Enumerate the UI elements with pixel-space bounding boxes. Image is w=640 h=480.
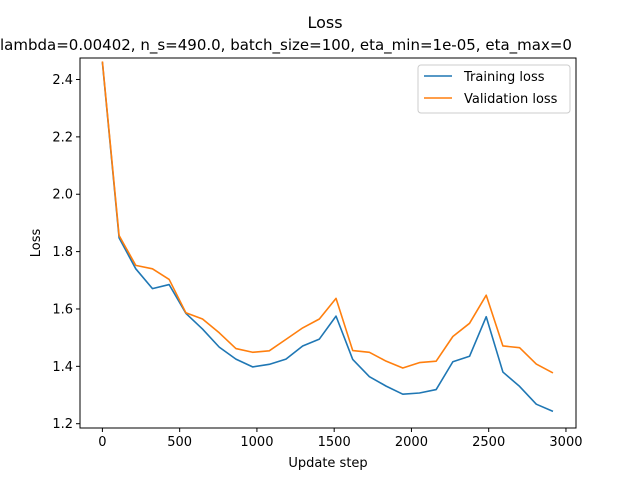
y-tick-label: 2.0	[52, 188, 73, 203]
validation-loss-line	[101, 61, 554, 374]
legend-label-training: Training loss	[463, 70, 545, 85]
x-tick-label: 1000	[240, 435, 273, 450]
y-tick-label: 1.2	[52, 417, 73, 432]
x-axis-ticks: 0 500 1000 1500 2000 2500 3000	[98, 428, 583, 450]
y-tick-label: 1.8	[52, 245, 73, 260]
x-tick-label: 2500	[472, 435, 505, 450]
plot-frame	[79, 57, 577, 429]
legend-label-validation: Validation loss	[464, 92, 558, 107]
chart-title: Loss	[307, 13, 342, 32]
x-axis-label: Update step	[288, 456, 367, 471]
x-tick-label: 500	[167, 435, 192, 450]
legend: Training loss Validation loss	[417, 64, 571, 114]
x-tick-label: 3000	[549, 435, 582, 450]
chart-subtitle: lambda=0.00402, n_s=490.0, batch_size=10…	[0, 36, 572, 55]
plot-lines	[101, 61, 554, 413]
y-tick-label: 1.6	[52, 302, 73, 317]
x-tick-label: 2000	[395, 435, 428, 450]
training-loss-line	[101, 62, 554, 413]
x-tick-label: 0	[98, 435, 106, 450]
y-axis-ticks: 1.2 1.4 1.6 1.8 2.0 2.2 2.4	[52, 73, 80, 432]
y-axis-label: Loss	[29, 229, 44, 258]
y-tick-label: 1.4	[52, 360, 73, 375]
x-tick-label: 1500	[318, 435, 351, 450]
y-tick-label: 2.2	[52, 130, 73, 145]
y-tick-label: 2.4	[52, 73, 73, 88]
legend-box	[417, 64, 571, 114]
